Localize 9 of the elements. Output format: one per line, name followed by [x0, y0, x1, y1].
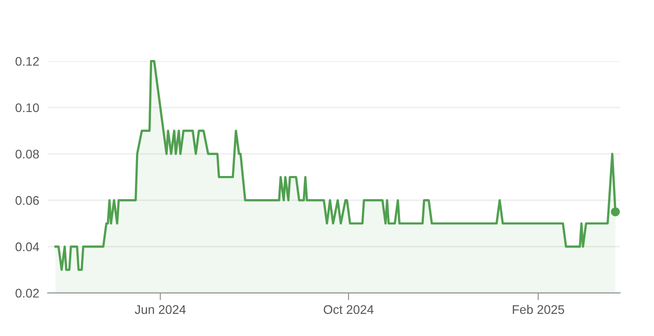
y-tick-label: 0.06 — [16, 196, 39, 205]
y-tick-label: 0.04 — [16, 242, 40, 252]
y-tick-label: 0.08 — [16, 150, 39, 159]
y-tick-label: 0.10 — [16, 103, 39, 112]
x-tick-label: Feb 2025 — [512, 304, 564, 314]
y-tick-label: 0.12 — [16, 56, 39, 66]
x-tick-label: Oct 2024 — [324, 305, 374, 314]
y-tick-label: 0.02 — [16, 288, 39, 298]
x-tick-label: Jun 2024 — [134, 305, 186, 314]
